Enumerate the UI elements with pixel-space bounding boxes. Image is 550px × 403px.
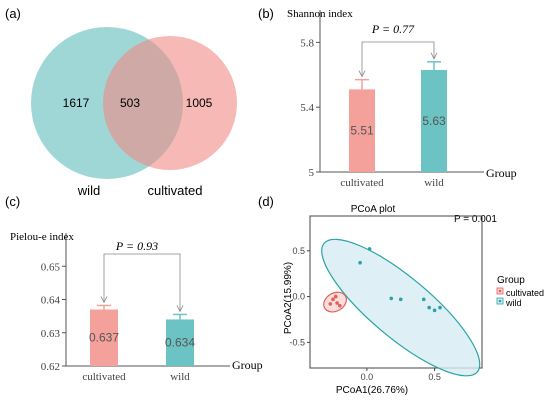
legend-label-wild: wild <box>505 298 522 308</box>
shannon-bracket-arrow <box>430 52 438 60</box>
shannon-value-label-wild: 5.63 <box>422 114 446 128</box>
ellipse-wild <box>321 238 481 377</box>
pielou-bar-chart: Pielou-e index Group P = 0.93 0.62 0.63 0.… <box>10 231 263 383</box>
legend-label-cultivated: cultivated <box>506 288 544 298</box>
shannon-xlabel: Group <box>486 166 517 180</box>
pcoa-point-wild <box>358 260 362 265</box>
shannon-value-label-cultivated: 5.51 <box>350 124 374 138</box>
shannon-bar-wild <box>421 69 447 172</box>
pielou-ytick-label: 0.64 <box>41 295 61 307</box>
shannon-ytick-label: 5.8 <box>300 37 314 49</box>
venn-circle-cultivated <box>103 36 237 170</box>
pcoa-point-wild <box>427 305 431 310</box>
panel-label-b: (b) <box>258 6 274 21</box>
pielou-value-label-cultivated: 0.637 <box>89 331 119 345</box>
pcoa-ytick-label: 0.0 <box>292 292 305 302</box>
pcoa-xtick-label: 0.5 <box>428 372 441 382</box>
shannon-bar-chart: Shannon index Group P = 0.77 55.45.85.51… <box>287 8 517 189</box>
pielou-xlabel: Group <box>232 358 263 372</box>
pcoa-xtick-label: 0.0 <box>361 372 374 382</box>
pielou-value-label-wild: 0.634 <box>165 336 195 350</box>
pcoa-plot-frame <box>309 215 483 369</box>
pcoa-ytick-label: 0.5 <box>292 246 305 256</box>
shannon-ytick-label: 5.4 <box>300 102 314 114</box>
pcoa-point-wild <box>438 305 442 310</box>
pcoa-point-wild <box>398 297 403 302</box>
legend-marker-wild <box>498 299 502 303</box>
pcoa-point-wild <box>367 247 372 251</box>
pcoa-point-wild <box>432 308 437 313</box>
pcoa-xlabel: PCoA1(26.76%) <box>336 385 408 396</box>
pcoa-point-wild <box>421 297 426 302</box>
shannon-bar-cultivated <box>349 89 375 172</box>
venn-cultivated-label: cultivated <box>148 183 203 198</box>
shannon-category-label-wild: wild <box>424 177 444 189</box>
pcoa-point-cultivated <box>335 301 339 305</box>
panel-label-d: (d) <box>258 194 274 209</box>
pielou-ytick-label: 0.65 <box>41 261 61 273</box>
venn-wild-label: wild <box>77 183 100 198</box>
venn-cultivated-unique-count: 1005 <box>186 96 213 110</box>
pielou-pvalue: P = 0.93 <box>115 239 158 253</box>
pielou-category-label-cultivated: cultivated <box>82 371 126 383</box>
pielou-ytick-label: 0.62 <box>41 361 60 373</box>
pcoa-point-cultivated <box>337 303 342 308</box>
pielou-bar-wild <box>166 319 194 366</box>
venn-diagram: 1617 503 1005 wild cultivated <box>31 27 237 198</box>
pielou-significance-bracket <box>103 253 181 311</box>
pcoa-pvalue: P = 0.001 <box>454 214 497 225</box>
pcoa-point-cultivated <box>328 302 333 306</box>
pcoa-ytick-label: -0.5 <box>289 337 305 347</box>
pielou-category-label-wild: wild <box>170 371 190 383</box>
venn-wild-unique-count: 1617 <box>63 96 90 110</box>
legend-title: Group <box>497 275 525 286</box>
pielou-ylabel: Pielou-e index <box>10 231 74 243</box>
shannon-significance-bracket <box>361 41 435 76</box>
pcoa-plot: PCoA plot P = 0.001 PCoA1(26.76%) PCoA2(… <box>283 204 544 396</box>
legend-marker-cultivated <box>498 289 502 293</box>
pielou-ytick-label: 0.63 <box>41 328 61 340</box>
shannon-category-label-cultivated: cultivated <box>340 177 384 189</box>
pcoa-ylabel: PCoA2(15.99%) <box>283 262 294 334</box>
pcoa-point-cultivated <box>331 297 335 302</box>
shannon-pvalue: P = 0.77 <box>371 22 415 36</box>
pielou-bracket-arrow <box>176 305 184 313</box>
shannon-ytick-label: 5 <box>309 167 315 179</box>
pcoa-title: PCoA plot <box>351 204 396 215</box>
pielou-bracket-arrow <box>100 296 108 304</box>
pcoa-point-cultivated <box>333 294 338 299</box>
venn-intersection-count: 503 <box>120 96 140 110</box>
panel-label-c: (c) <box>5 194 20 209</box>
pielou-bar-cultivated <box>90 309 118 366</box>
panel-label-a: (a) <box>5 6 21 21</box>
pcoa-point-wild <box>389 296 394 301</box>
shannon-bracket-arrow <box>358 70 366 78</box>
